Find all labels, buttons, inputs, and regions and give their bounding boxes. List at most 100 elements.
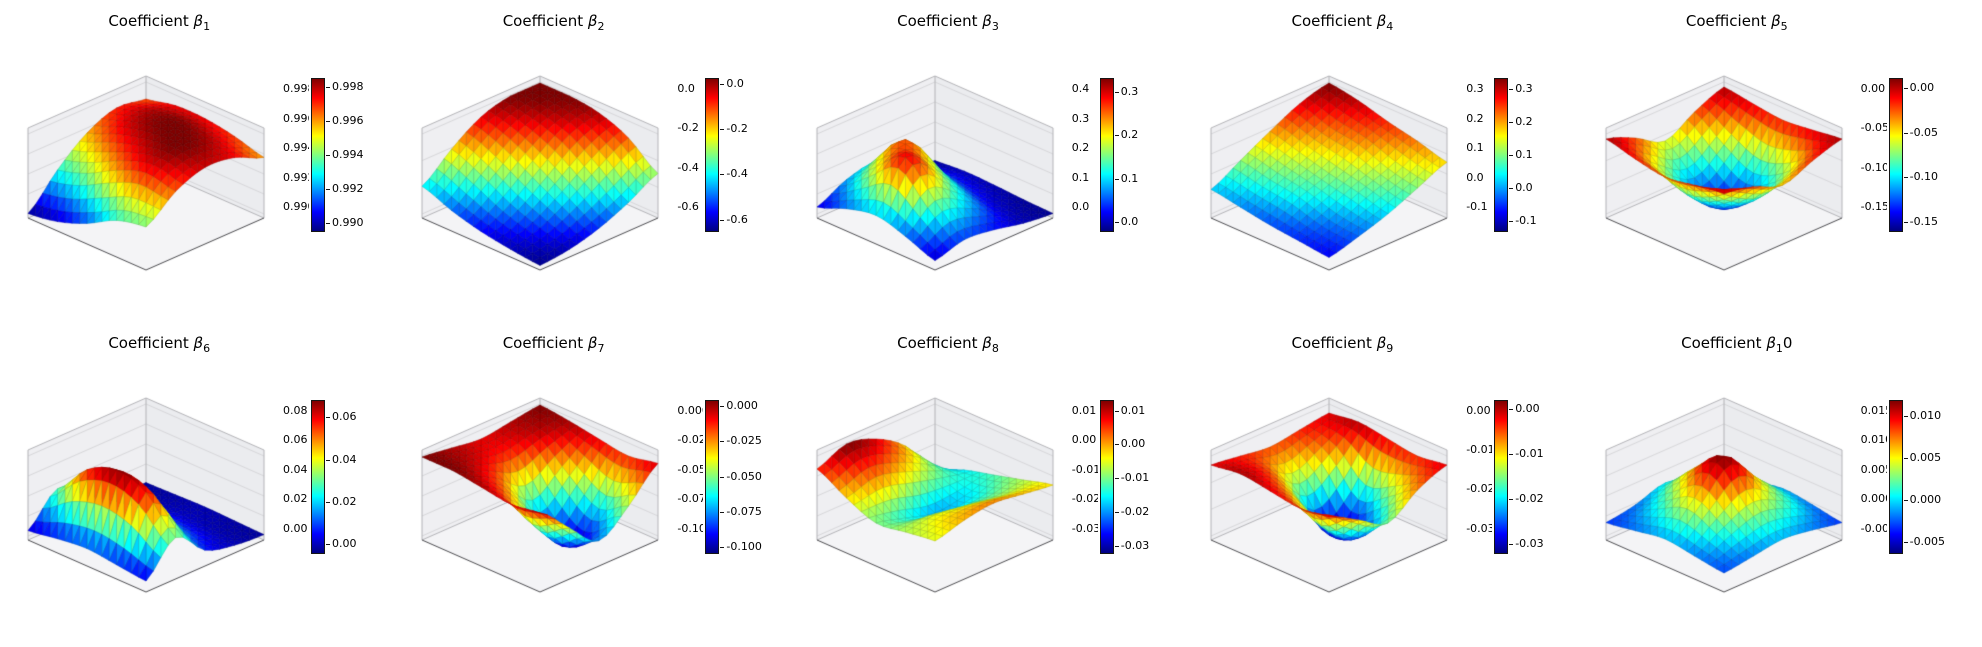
colorbar-tick-mark [1903,87,1908,89]
colorbar-tick-mark [720,174,725,176]
beta-symbol: β [193,333,204,352]
colorbar: 0.000 -0.025 -0.050 -0.075 -0.100 [703,356,783,608]
z-axis-tick-labels: 0.998 0.996 0.994 0.992 0.990 [283,34,309,286]
beta-symbol: β [1771,12,1781,30]
z-axis-tick-labels: 0.015 0.010 0.005 0.000 -0.005 [1861,356,1887,608]
plot-title-prefix: Coefficient [1291,333,1377,352]
colorbar-tick-mark [720,83,725,85]
z-axis-tick-label: 0.3 [1466,82,1484,95]
subplot-panel: Coefficient β3 0.4 0.3 0.2 0.1 0.0 0.3 0.2 0.1… [798,4,1193,326]
colorbar-tick-label: -0.10 [1909,170,1939,184]
colorbar-tick-label: -0.100 [726,539,762,553]
surface-3d-plot [10,355,282,608]
beta-symbol: β [982,12,992,30]
beta-subscript: 2 [597,20,605,33]
z-axis-tick-label: 0.0 [1071,200,1090,213]
z-axis-tick-label: 0.010 [1860,433,1887,446]
colorbar-tick-label: 0.998 [332,80,364,94]
colorbar-tick-label: 0.990 [332,215,364,229]
colorbar-tick-label: 0.992 [332,181,364,195]
plot-title-prefix: Coefficient [502,333,588,352]
colorbar-tick-label: -0.01 [1120,471,1150,485]
beta-subscript: 4 [1386,20,1394,33]
beta-subscript: 1 [203,20,211,33]
beta-subscript: 9 [1386,341,1394,355]
plot-body: 0.00 -0.05 -0.10 -0.15 0.00 -0.05 -0.10 -0.15 [1587,34,1982,286]
colorbar-tick-mark [326,459,330,461]
colorbar-gradient [311,78,325,232]
colorbar-tick-label: -0.03 [1515,536,1544,550]
colorbar-tick-mark [1114,478,1119,480]
beta-subscript: 3 [991,20,999,33]
colorbar-tick-label: -0.02 [1515,491,1544,505]
colorbar-tick-label: 0.010 [1909,408,1942,422]
beta-subscript: 6 [203,341,211,355]
colorbar-tick-mark [1114,92,1119,94]
z-axis-tick-label: 0.005 [1860,462,1887,476]
colorbar-tick-label: 0.005 [1909,450,1942,464]
colorbar-tick-label: -0.1 [1515,214,1537,228]
beta-symbol: β [1376,333,1387,352]
z-axis-tick-labels: 0.01 0.00 -0.01 -0.02 -0.03 [1072,356,1098,608]
colorbar-gradient [1494,399,1509,554]
z-axis-tick-label: -0.10 [1860,160,1887,174]
subplot-panel: Coefficient β5 0.00 -0.05 -0.10 -0.15 0.00 -… [1587,4,1982,326]
subplot-panel: Coefficient β2 0.0 -0.2 -0.4 -0.6 0.0 -0.2 -0… [404,4,798,326]
colorbar-tick-mark [720,441,725,443]
z-axis-tick-labels: 0.000 -0.025 -0.050 -0.075 -0.100 [677,356,703,608]
colorbar-tick-label: 0.04 [332,452,357,466]
z-axis-tick-label: 0.01 [1071,403,1097,417]
z-axis-tick-label: -0.075 [677,492,704,505]
plot-title: Coefficient β8 [799,326,1193,356]
colorbar-gradient [1099,399,1114,554]
colorbar-tick-label: -0.6 [726,212,748,226]
beta-subscript: 1 [1775,341,1783,355]
z-axis-tick-label: 0.000 [1860,492,1887,505]
z-axis-tick-label: 0.994 [283,141,309,154]
subplot-panel: Coefficient β10 0.015 0.010 0.005 0.000 -0.0… [1587,326,1982,647]
colorbar-tick-mark [1114,178,1119,180]
z-axis-tick-label: -0.100 [677,521,704,535]
plot-title: Coefficient β1 [10,4,404,34]
plot-title: Coefficient β5 [1588,4,1982,34]
colorbar-tick-mark [1903,222,1908,224]
colorbar-gradient [705,78,720,232]
z-axis-tick-labels: 0.00 -0.01 -0.02 -0.03 [1466,356,1492,608]
colorbar-tick-label: -0.03 [1120,538,1150,552]
plot-body: 0.08 0.06 0.04 0.02 0.00 0.06 0.04 0.02 0.00 [10,355,404,608]
colorbar-tick-label: 0.00 [1909,80,1935,94]
colorbar-tick-mark [720,406,725,408]
colorbar-tick-label: 0.0 [1515,181,1533,195]
subplot-panel: Coefficient β1 0.998 0.996 0.994 0.992 0.990… [10,4,404,326]
colorbar-tick-label: 0.00 [332,537,357,551]
z-axis-tick-label: 0.996 [283,111,309,125]
colorbar: 0.06 0.04 0.02 0.00 [309,356,389,608]
plot-body: 0.3 0.2 0.1 0.0 -0.1 0.3 0.2 0.1 0.0 -0.1 [1193,34,1587,286]
subplot-panel: Coefficient β4 0.3 0.2 0.1 0.0 -0.1 0.3 0.2 0.… [1193,4,1587,326]
colorbar-tick-label: 0.02 [332,494,357,508]
z-axis-tick-label: 0.0 [1466,170,1484,184]
z-axis-tick-labels: 0.00 -0.05 -0.10 -0.15 [1861,34,1887,286]
colorbar: 0.3 0.2 0.1 0.0 -0.1 [1492,34,1572,286]
colorbar-tick-label: -0.025 [726,434,762,448]
colorbar: 0.00 -0.05 -0.10 -0.15 [1887,34,1967,286]
colorbar-tick-label: 0.2 [1120,128,1139,142]
colorbar-tick-mark [720,511,725,513]
plot-body: 0.4 0.3 0.2 0.1 0.0 0.3 0.2 0.1 0.0 [798,34,1193,286]
colorbar-tick-mark [720,476,725,478]
colorbar-tick-label: 0.1 [1515,148,1533,161]
z-axis-tick-label: -0.05 [1860,121,1887,135]
z-axis-tick-label: -0.050 [677,462,704,476]
colorbar-tick-mark [326,501,330,503]
colorbar-tick-label: -0.4 [726,167,748,181]
z-axis-tick-label: 0.1 [1071,170,1090,184]
colorbar-tick-label: 0.3 [1515,81,1533,95]
colorbar-tick-mark [720,128,725,130]
z-axis-tick-label: 0.04 [283,462,308,476]
colorbar-tick-label: 0.3 [1120,85,1139,99]
z-axis-tick-label: -0.2 [677,121,699,135]
surface-3d-plot [404,34,677,286]
colorbar-tick-mark [720,219,725,221]
